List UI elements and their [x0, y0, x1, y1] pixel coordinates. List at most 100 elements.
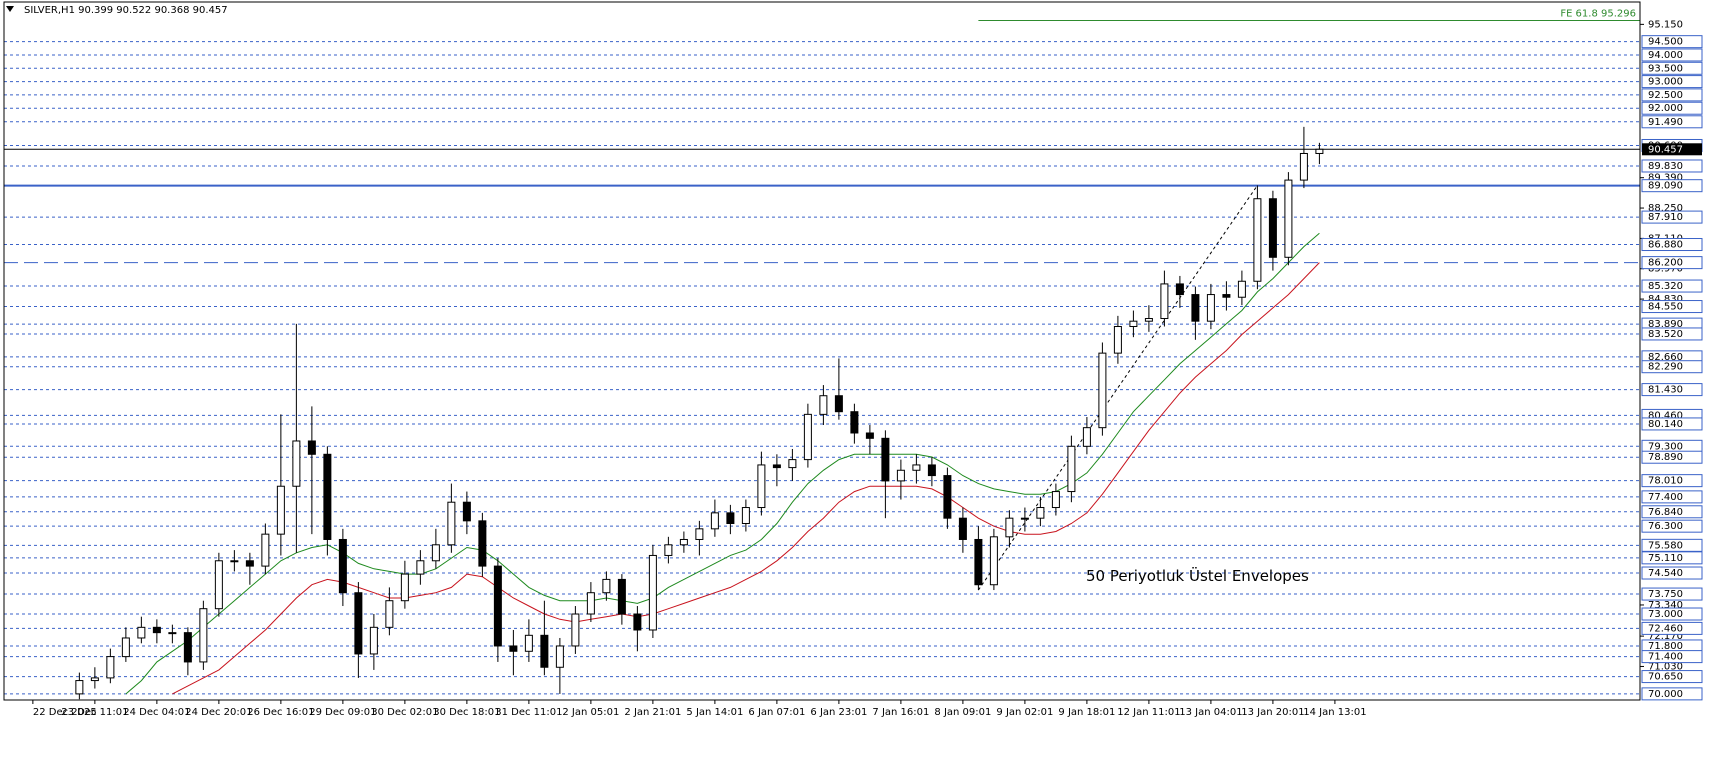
plot: [75, 126, 1324, 700]
candle-body: [1237, 280, 1246, 298]
x-tick-label: 9 Jan 18:01: [1058, 707, 1115, 718]
x-tick-label: 9 Jan 02:01: [996, 707, 1053, 718]
level-label: 70.650: [1648, 672, 1683, 683]
candle-body: [323, 453, 332, 540]
level-label-box: [1641, 587, 1703, 601]
x-tick-label: 30 Dec 18:01: [433, 707, 500, 718]
y-tick-label: 85.970: [1648, 264, 1683, 275]
x-tick-label: 7 Jan 16:01: [872, 707, 929, 718]
level-label: 71.800: [1648, 641, 1683, 652]
x-tick-label: 12 Jan 11:01: [1117, 707, 1180, 718]
y-tick-label: 72.170: [1648, 631, 1683, 642]
candle-body: [633, 613, 642, 631]
level-label-box: [1641, 300, 1703, 314]
candle-body: [540, 634, 549, 668]
x-tick-label: 13 Jan 20:01: [1241, 707, 1304, 718]
y-tick-label: 89.390: [1648, 173, 1683, 184]
level-label-box: [1641, 383, 1703, 397]
candle-body: [896, 469, 905, 482]
level-label-box: [1641, 179, 1703, 193]
candle-body: [1036, 507, 1045, 519]
candle-body: [509, 645, 518, 652]
candle-body: [1067, 445, 1076, 493]
candle-body: [1098, 352, 1107, 429]
level-label: 71.400: [1648, 652, 1683, 663]
level-label: 82.290: [1648, 362, 1683, 373]
level-label: 82.660: [1648, 352, 1683, 363]
bid-label-box: [1642, 143, 1702, 156]
level-label-box: [1641, 101, 1703, 115]
candle-body: [1206, 294, 1215, 322]
level-label-box: [1641, 687, 1703, 701]
level-label-box: [1641, 61, 1703, 75]
level-label: 77.400: [1648, 492, 1683, 503]
y-tick-label: 84.830: [1648, 294, 1683, 305]
candle-body: [1191, 294, 1200, 322]
level-label: 81.430: [1648, 385, 1683, 396]
level-label: 73.750: [1648, 589, 1683, 600]
candle-body: [493, 565, 502, 647]
candle-body: [90, 677, 99, 682]
candle-body: [710, 512, 719, 530]
level-label-box: [1641, 450, 1703, 464]
level-label-box: [1641, 490, 1703, 504]
y-tick-label: 88.250: [1648, 203, 1683, 214]
candle-body: [245, 560, 254, 567]
candle-body: [1082, 427, 1091, 447]
level-label: 89.090: [1648, 181, 1683, 192]
candle-body: [106, 656, 115, 679]
annotation: 50 Periyotluk Üstel Envelopes: [1086, 566, 1309, 585]
level-label: 92.000: [1648, 103, 1683, 114]
candle-body: [617, 578, 626, 615]
level-label: 89.830: [1648, 161, 1683, 172]
level-label-box: [1641, 538, 1703, 552]
candle-body: [834, 395, 843, 413]
candle-body: [152, 626, 161, 634]
level-label-box: [1641, 88, 1703, 102]
level-label: 79.300: [1648, 441, 1683, 452]
level-label: 76.840: [1648, 507, 1683, 518]
x-tick-label: 6 Jan 23:01: [810, 707, 867, 718]
level-label-box: [1641, 210, 1703, 224]
candle-body: [369, 626, 378, 655]
candle-body: [447, 501, 456, 546]
level-label-box: [1641, 279, 1703, 293]
level-label: 76.300: [1648, 521, 1683, 532]
level-label: 83.890: [1648, 319, 1683, 330]
x-tick-label: 29 Dec 09:01: [309, 707, 376, 718]
axes: 71.03072.17073.34084.83085.97087.11088.2…: [3, 1, 1703, 718]
x-tick-label: 2 Jan 05:01: [562, 707, 619, 718]
level-label: 84.550: [1648, 302, 1683, 313]
level-label: 75.110: [1648, 553, 1683, 564]
level-label: 86.200: [1648, 258, 1683, 269]
candle-body: [1268, 198, 1277, 258]
x-tick-label: 30 Dec 02:01: [371, 707, 438, 718]
candle-body: [1020, 517, 1029, 520]
candle-body: [1222, 294, 1231, 298]
candle-body: [230, 560, 239, 563]
candle-body: [989, 536, 998, 586]
candle-body: [943, 475, 952, 519]
trendline: [977, 185, 1258, 591]
x-tick-label: 23 Dec 11:01: [61, 707, 128, 718]
candle-body: [865, 432, 874, 439]
level-label: 75.580: [1648, 540, 1683, 551]
level-label-box: [1641, 417, 1703, 431]
level-label-box: [1641, 566, 1703, 580]
level-label: 94.500: [1648, 37, 1683, 48]
level-label-box: [1641, 519, 1703, 533]
candle-body: [664, 544, 673, 556]
level-label-box: [1641, 159, 1703, 173]
x-tick-label: 14 Jan 13:01: [1303, 707, 1366, 718]
y-tick-label: 95.150: [1648, 19, 1683, 30]
x-tick-label: 31 Dec 11:01: [495, 707, 562, 718]
level-label: 73.000: [1648, 609, 1683, 620]
x-tick-label: 13 Jan 04:01: [1179, 707, 1242, 718]
level-label-box: [1641, 35, 1703, 49]
candle-body: [927, 464, 936, 477]
candle-body: [1175, 283, 1184, 296]
bid-label: 90.457: [1648, 144, 1683, 155]
